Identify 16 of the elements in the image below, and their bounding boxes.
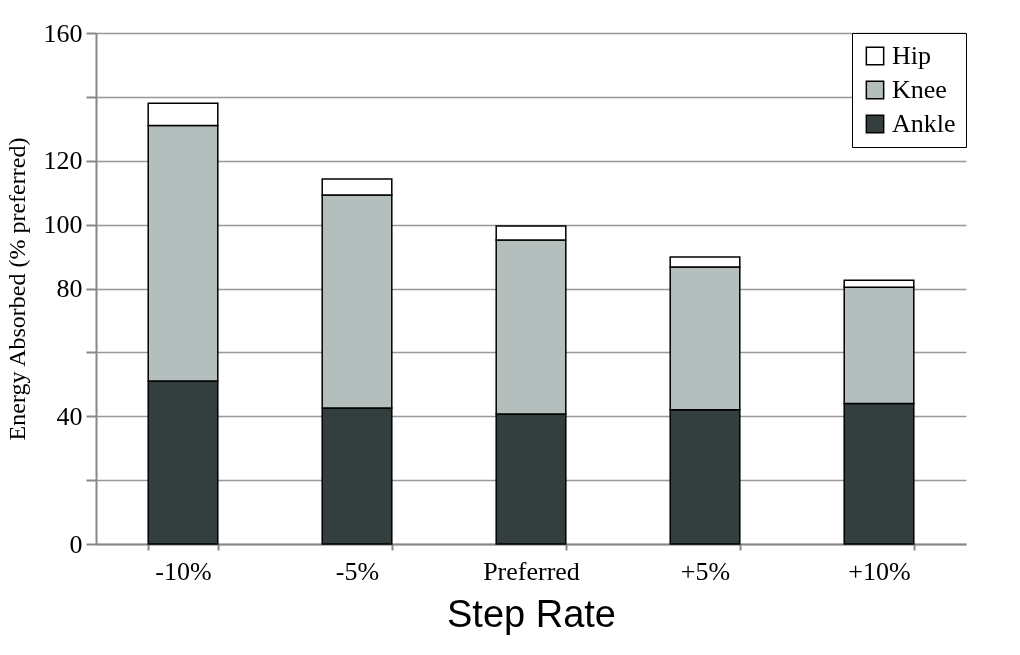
y-tick-label: 160 bbox=[43, 18, 83, 48]
y-tick-label: 100 bbox=[43, 210, 83, 240]
legend-label: Hip bbox=[892, 41, 931, 70]
legend-label: Knee bbox=[892, 75, 947, 104]
x-tick-label: +10% bbox=[848, 556, 911, 586]
x-tick-label: +5% bbox=[680, 556, 731, 586]
x-tick-label: Preferred bbox=[483, 556, 580, 586]
y-tick-label: 40 bbox=[56, 401, 83, 431]
legend-label: Ankle bbox=[892, 109, 956, 138]
x-tick-label: -5% bbox=[335, 556, 380, 586]
y-tick-label: 120 bbox=[43, 146, 83, 176]
x-tick-label: -10% bbox=[155, 556, 212, 586]
y-tick-label: 0 bbox=[69, 529, 83, 559]
y-tick-label: 80 bbox=[56, 274, 83, 303]
x-axis-title: Step Rate bbox=[447, 592, 616, 635]
y-axis-title: Energy Absorbed (% preferred) bbox=[3, 137, 30, 441]
